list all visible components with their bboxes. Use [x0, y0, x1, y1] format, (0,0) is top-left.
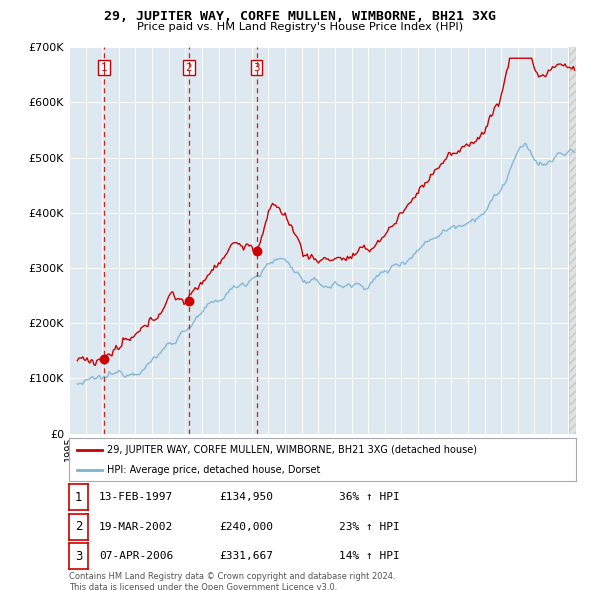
Point: [184, 296, 194, 306]
Text: 14% ↑ HPI: 14% ↑ HPI: [339, 552, 400, 561]
Text: 29, JUPITER WAY, CORFE MULLEN, WIMBORNE, BH21 3XG: 29, JUPITER WAY, CORFE MULLEN, WIMBORNE,…: [104, 10, 496, 23]
Text: This data is licensed under the Open Government Licence v3.0.: This data is licensed under the Open Gov…: [69, 583, 337, 590]
Text: 1: 1: [75, 491, 82, 504]
Text: 23% ↑ HPI: 23% ↑ HPI: [339, 522, 400, 532]
Text: £134,950: £134,950: [219, 493, 273, 502]
Text: 3: 3: [253, 63, 260, 73]
Text: 36% ↑ HPI: 36% ↑ HPI: [339, 493, 400, 502]
Text: 13-FEB-1997: 13-FEB-1997: [99, 493, 173, 502]
Text: £331,667: £331,667: [219, 552, 273, 561]
Text: 07-APR-2006: 07-APR-2006: [99, 552, 173, 561]
Point: [252, 246, 262, 255]
Text: £240,000: £240,000: [219, 522, 273, 532]
Text: 2: 2: [75, 520, 82, 533]
Polygon shape: [569, 47, 576, 434]
Text: 19-MAR-2002: 19-MAR-2002: [99, 522, 173, 532]
Text: Contains HM Land Registry data © Crown copyright and database right 2024.: Contains HM Land Registry data © Crown c…: [69, 572, 395, 581]
Text: 1: 1: [101, 63, 107, 73]
Text: 3: 3: [75, 550, 82, 563]
Text: Price paid vs. HM Land Registry's House Price Index (HPI): Price paid vs. HM Land Registry's House …: [137, 22, 463, 32]
Text: 29, JUPITER WAY, CORFE MULLEN, WIMBORNE, BH21 3XG (detached house): 29, JUPITER WAY, CORFE MULLEN, WIMBORNE,…: [107, 445, 477, 455]
Text: HPI: Average price, detached house, Dorset: HPI: Average price, detached house, Dors…: [107, 466, 320, 475]
Point: [100, 355, 109, 364]
Text: 2: 2: [186, 63, 193, 73]
